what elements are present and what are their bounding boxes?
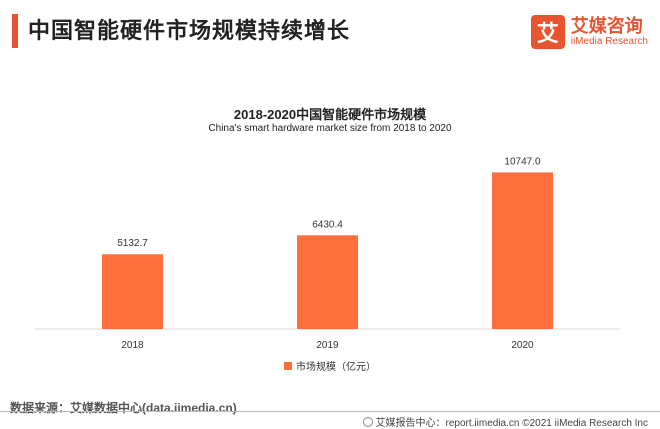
logo-name-en: iiMedia Research [570, 36, 648, 47]
x-tick-label-2018: 2018 [121, 340, 144, 351]
bar-2020 [492, 172, 553, 329]
legend-swatch [284, 361, 292, 370]
bar-2018 [102, 254, 163, 329]
data-label-2018: 5132.7 [117, 238, 148, 249]
chart-subtitle: China's smart hardware market size from … [208, 123, 452, 134]
page-title: 中国智能硬件市场规模持续增长 [28, 18, 351, 43]
report-center-icon [362, 416, 373, 427]
data-source: 数据来源：艾媒数据中心(data.iimedia.cn) [10, 401, 237, 415]
logo-text: 艾媒咨询 iiMedia Research [571, 16, 648, 48]
chart-legend: 市场规模（亿元） [0, 358, 660, 373]
footer-text: 艾媒报告中心：report.iimedia.cn ©2021 iiMedia R… [375, 418, 648, 429]
data-label-2020: 10747.0 [504, 156, 541, 167]
x-tick-label-2019: 2019 [316, 340, 339, 351]
chart-title: 2018-2020中国智能硬件市场规模 [233, 107, 427, 122]
iimedia-logo: 艾 艾媒咨询 iiMedia Research [530, 12, 648, 52]
x-tick-label-2020: 2020 [511, 340, 534, 351]
footer-divider [0, 411, 660, 412]
title-accent-bar [12, 14, 18, 48]
data-label-2019: 6430.4 [312, 219, 343, 230]
bar-2019 [297, 235, 358, 329]
legend-label: 市场规模（亿元） [296, 362, 376, 373]
logo-name-cn: 艾媒咨询 [570, 16, 643, 36]
footer: 艾媒报告中心：report.iimedia.cn ©2021 iiMedia R… [362, 414, 648, 429]
logo-mark-icon: 艾 [530, 15, 565, 49]
